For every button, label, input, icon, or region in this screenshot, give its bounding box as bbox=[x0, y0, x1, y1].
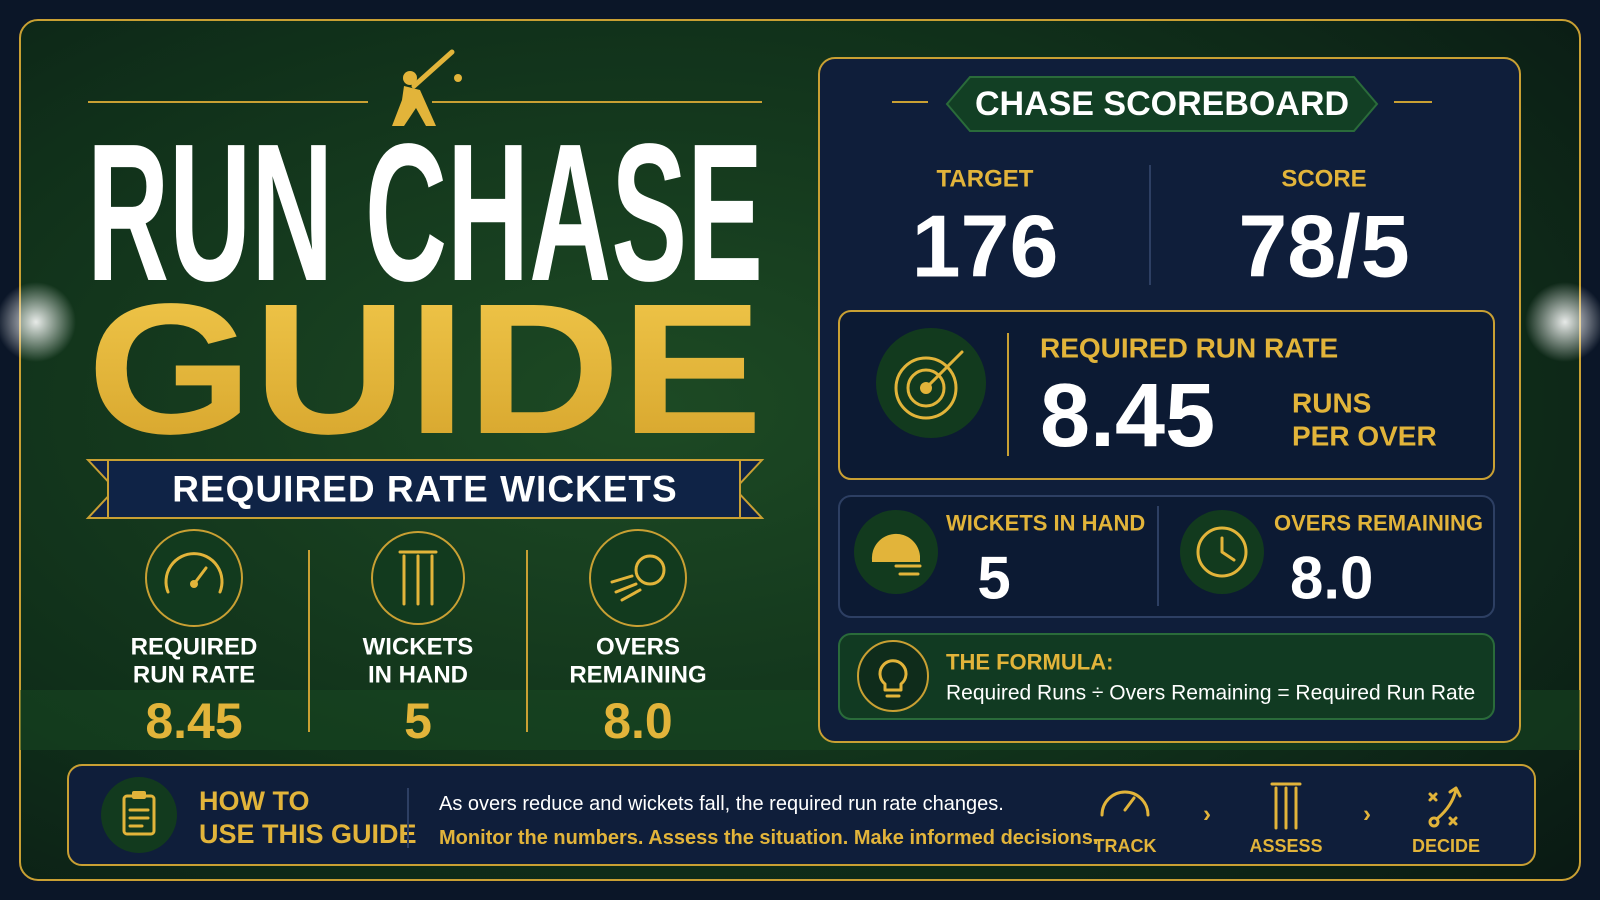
stat-label: WICKETS bbox=[363, 634, 474, 661]
guide-text: As overs reduce and wickets fall, the re… bbox=[439, 793, 1004, 815]
guide-bar bbox=[67, 764, 1536, 866]
overs-label: OVERS REMAINING bbox=[1274, 511, 1483, 536]
scoreboard-title: CHASE SCOREBOARD bbox=[975, 85, 1349, 123]
score-label: SCORE bbox=[1281, 166, 1366, 193]
decide-icon bbox=[1428, 786, 1462, 828]
stadium-light bbox=[1525, 282, 1600, 362]
stat-label: RUN RATE bbox=[133, 662, 255, 689]
clock-icon bbox=[1180, 510, 1264, 594]
track-icon bbox=[1100, 790, 1150, 817]
scoreboard-badge bbox=[945, 76, 1379, 132]
stat-value: 5 bbox=[404, 693, 432, 749]
required-rate-unit: RUNS bbox=[1292, 388, 1371, 419]
stat-label: OVERS bbox=[596, 634, 680, 661]
assess-icon bbox=[1270, 782, 1302, 830]
clipboard-icon bbox=[101, 777, 177, 853]
formula-label: THE FORMULA: bbox=[946, 650, 1113, 675]
required-rate-label: REQUIRED RUN RATE bbox=[1040, 333, 1338, 364]
banner bbox=[85, 459, 765, 519]
gauge-icon bbox=[145, 529, 243, 627]
target-icon bbox=[876, 328, 986, 438]
stat-value: 8.45 bbox=[145, 693, 242, 749]
stat-label: IN HAND bbox=[368, 662, 468, 689]
required-rate-unit: PER OVER bbox=[1292, 421, 1437, 452]
score-value: 78/5 bbox=[1238, 197, 1409, 296]
step-chevron: › bbox=[1363, 801, 1371, 828]
step-chevron: › bbox=[1203, 801, 1211, 828]
guide-title: HOW TO bbox=[199, 786, 310, 816]
stumps-icon bbox=[371, 531, 465, 625]
formula-text: Required Runs ÷ Overs Remaining = Requir… bbox=[946, 682, 1475, 705]
bulb-icon bbox=[857, 640, 929, 712]
target-label: TARGET bbox=[937, 166, 1034, 193]
batsman-icon bbox=[392, 49, 462, 126]
step-label: DECIDE bbox=[1412, 836, 1480, 856]
stat-value: 8.0 bbox=[603, 693, 673, 749]
formula-box bbox=[838, 633, 1495, 720]
guide-highlight: Monitor the numbers. Assess the situatio… bbox=[439, 827, 1098, 849]
stat-label: REMAINING bbox=[569, 662, 706, 689]
title-line-1: RUN CHASE bbox=[87, 103, 763, 322]
ball-icon bbox=[589, 529, 687, 627]
step-label: ASSESS bbox=[1249, 836, 1322, 856]
wickets-label: WICKETS IN HAND bbox=[946, 511, 1145, 536]
required-rate-value: 8.45 bbox=[1040, 366, 1215, 466]
stadium-light bbox=[0, 282, 76, 362]
step-label: TRACK bbox=[1094, 836, 1157, 856]
banner-text: REQUIRED RATE WICKETS bbox=[172, 469, 677, 510]
guide-title: USE THIS GUIDE bbox=[199, 819, 417, 849]
helmet-icon bbox=[854, 510, 938, 594]
stat-label: REQUIRED bbox=[131, 634, 258, 661]
target-value: 176 bbox=[912, 197, 1059, 296]
required-rate-box bbox=[838, 310, 1495, 480]
overs-value: 8.0 bbox=[1290, 545, 1373, 612]
wickets-value: 5 bbox=[977, 545, 1010, 612]
title-line-2: GUIDE bbox=[87, 266, 763, 473]
resources-box bbox=[838, 495, 1495, 618]
